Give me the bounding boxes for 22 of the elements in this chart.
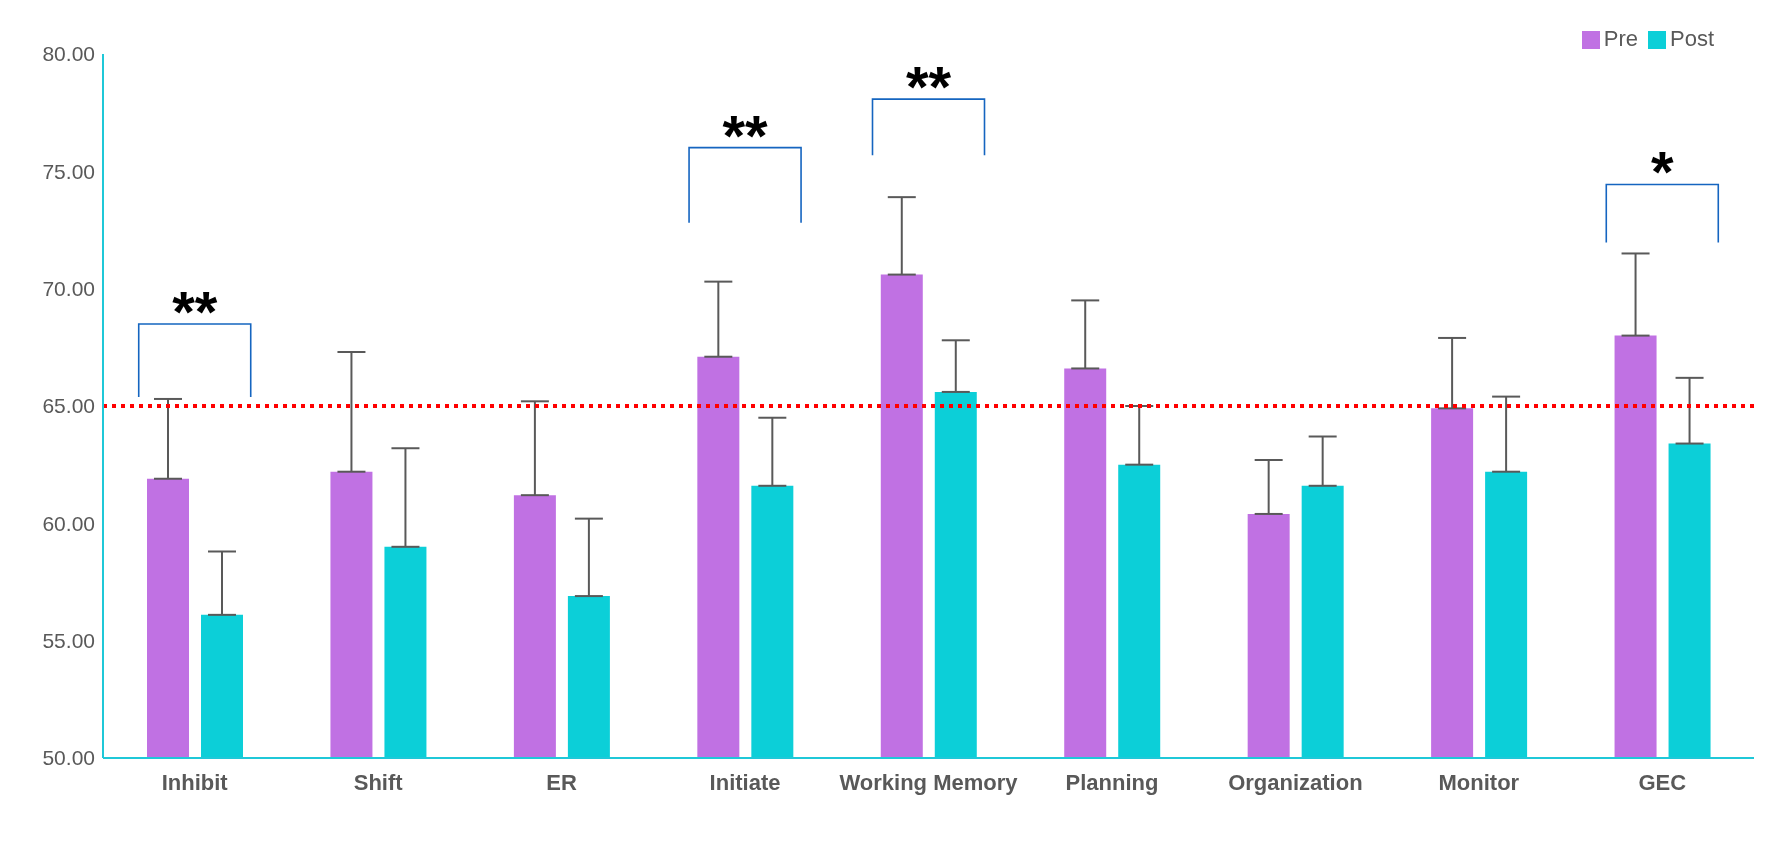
annotation: ** [172,278,218,344]
y-tick-label: 50.00 [42,746,95,770]
x-tick-label: Monitor [1438,769,1520,795]
y-tick-label: 55.00 [42,629,95,653]
x-tick-label: GEC [1638,769,1687,795]
x-tick-label: Shift [353,769,404,795]
x-tick-label: ER [546,769,577,795]
y-tick-label: 65.00 [42,394,95,418]
x-tick-label: Organization [1228,769,1363,795]
y-tick-label: 75.00 [42,159,95,183]
legend-label: Pre [1603,26,1638,51]
y-tick-label: 60.00 [42,511,95,535]
x-tick-label: Initiate [709,769,781,795]
annotation: ** [905,54,952,120]
annotation: ** [722,102,769,168]
x-tick-label: Inhibit [161,769,229,795]
y-tick-label: 70.00 [42,277,95,301]
annotation: * [1650,139,1674,205]
y-tick-label: 80.00 [42,42,95,66]
legend-label: Post [1669,26,1714,51]
x-tick-label: Working Memory [839,769,1019,795]
x-tick-label: Planning [1065,769,1159,795]
